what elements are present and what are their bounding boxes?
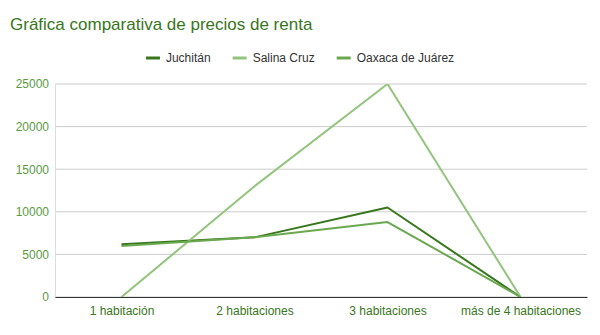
y-tick-label: 10000 [16, 205, 50, 219]
grid-line [55, 84, 587, 85]
y-tick: 5000 [22, 248, 55, 262]
grid-line [55, 126, 587, 127]
x-tick: más de 4 habitaciones [461, 297, 581, 318]
grid-line [55, 211, 587, 212]
x-axis: 1 habitación 2 habitaciones 3 habitaciones… [56, 297, 588, 318]
y-axis-line [55, 85, 56, 298]
x-axis-line [56, 297, 588, 298]
y-tick-label: 25000 [16, 77, 50, 91]
x-tick: 3 habitaciones [349, 297, 426, 318]
x-tick-label: más de 4 habitaciones [461, 304, 581, 318]
legend-swatch [146, 57, 160, 60]
legend-label: Salina Cruz [253, 51, 315, 65]
y-tick: 25000 [16, 77, 55, 91]
legend-label: Juchitán [166, 51, 211, 65]
x-tick-label: 1 habitación [90, 304, 155, 318]
series-line [122, 84, 521, 297]
y-tick: 0 [42, 290, 55, 304]
x-tick: 1 habitación [90, 297, 155, 318]
chart: Gráfica comparativa de precios de renta 0… [0, 0, 600, 335]
y-tick-label: 15000 [16, 163, 50, 177]
series-line [122, 208, 521, 297]
y-tick-label: 5000 [22, 248, 49, 262]
y-axis: 0 5000 10000 15000 20000 25000 [16, 77, 56, 304]
lines [122, 84, 521, 297]
y-tick-label: 20000 [16, 120, 50, 134]
grid-line [55, 254, 587, 255]
legend: Juchitán Salina Cruz Oaxaca de Juárez [146, 51, 454, 65]
legend-swatch [337, 57, 351, 60]
grid-line [55, 169, 587, 170]
legend-label: Oaxaca de Juárez [357, 51, 454, 65]
legend-item: Juchitán [146, 51, 211, 65]
y-tick: 20000 [16, 120, 55, 134]
y-tick: 15000 [16, 163, 55, 177]
y-tick-label: 0 [42, 290, 49, 304]
title: Gráfica comparativa de precios de renta [10, 15, 313, 34]
legend-swatch [233, 57, 247, 60]
plot: 0 5000 10000 15000 20000 25000 1 habitación 2 h… [16, 77, 588, 317]
grid [55, 84, 587, 297]
y-tick: 10000 [16, 205, 55, 219]
series-line [122, 222, 521, 297]
legend-item: Salina Cruz [233, 51, 315, 65]
legend-item: Oaxaca de Juárez [337, 51, 454, 65]
x-tick-label: 3 habitaciones [349, 304, 426, 318]
x-tick: 2 habitaciones [216, 297, 293, 318]
grid-line [55, 297, 587, 298]
x-tick-label: 2 habitaciones [216, 304, 293, 318]
